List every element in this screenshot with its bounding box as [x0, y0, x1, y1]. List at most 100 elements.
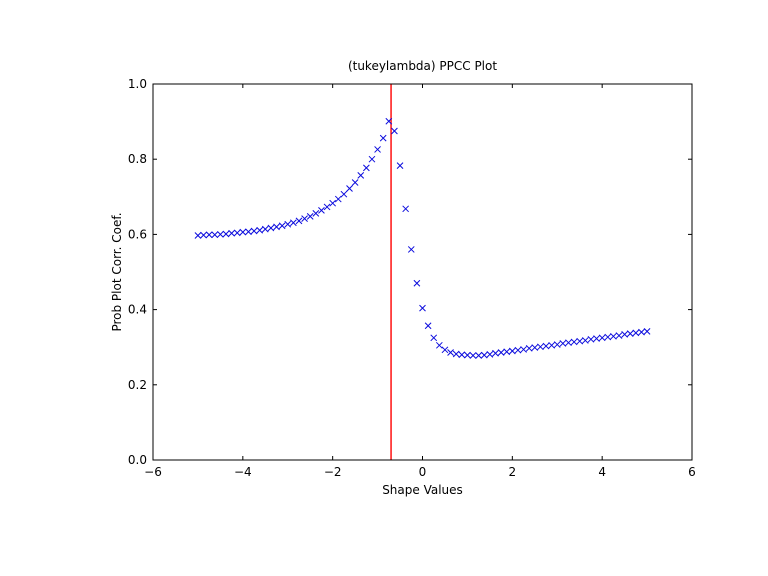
data-marker [363, 164, 370, 172]
data-marker [632, 329, 640, 337]
data-marker [334, 195, 342, 203]
data-marker [553, 341, 561, 348]
data-marker [357, 172, 365, 179]
x-tick-label: 6 [688, 465, 696, 479]
data-marker [267, 224, 275, 232]
data-marker [604, 333, 612, 341]
data-marker [323, 203, 331, 211]
data-marker [245, 228, 252, 236]
chart-title: (tukeylambda) PPCC Plot [347, 59, 498, 73]
y-tick-label: 0.6 [128, 227, 147, 241]
data-marker [306, 212, 314, 220]
data-marker [402, 205, 410, 213]
data-marker [228, 229, 235, 237]
y-tick-label: 1.0 [128, 77, 147, 91]
data-marker [464, 351, 471, 359]
x-tick-label: 0 [419, 465, 427, 479]
data-marker [217, 231, 224, 238]
data-marker [329, 199, 337, 207]
data-marker [581, 337, 589, 344]
data-marker [570, 338, 578, 346]
x-axis-label: Shape Values [382, 483, 463, 497]
data-marker [435, 341, 443, 349]
y-tick-label: 0.0 [128, 453, 147, 467]
data-marker [480, 351, 488, 359]
data-marker [194, 232, 202, 239]
data-marker [407, 246, 415, 253]
data-marker [610, 332, 617, 340]
data-marker [447, 349, 454, 356]
data-marker [200, 231, 207, 239]
data-marker [531, 344, 539, 351]
data-marker [565, 339, 572, 347]
data-marker [256, 226, 264, 234]
data-marker [379, 134, 387, 142]
data-marker [290, 219, 297, 227]
data-marker [520, 346, 527, 353]
data-marker [615, 332, 623, 339]
data-marker [250, 227, 258, 235]
data-marker [593, 335, 600, 342]
axes-frame [152, 83, 693, 461]
data-marker [205, 231, 213, 239]
x-tick-label: −4 [234, 465, 252, 479]
data-marker [211, 231, 219, 239]
data-marker [576, 337, 584, 345]
data-marker [475, 352, 482, 359]
data-marker [318, 206, 325, 214]
data-marker [261, 225, 269, 233]
data-marker [621, 331, 628, 338]
data-marker [391, 127, 398, 135]
data-marker [424, 322, 432, 330]
data-marker [396, 162, 404, 169]
data-marker [441, 346, 449, 354]
data-marker [419, 304, 426, 312]
y-axis-label-text: Prob Plot Corr. Coef. [110, 212, 124, 332]
data-marker [346, 185, 353, 192]
data-marker [413, 279, 421, 287]
data-marker [368, 155, 376, 163]
data-marker [492, 349, 499, 357]
data-marker [638, 328, 645, 336]
data-marker [643, 328, 651, 335]
x-tick-label: 4 [598, 465, 606, 479]
data-marker [559, 340, 567, 347]
data-marker [430, 334, 438, 342]
data-marker [301, 215, 308, 222]
data-marker [497, 349, 505, 356]
data-marker [508, 347, 516, 355]
data-marker [458, 351, 466, 359]
data-marker [469, 352, 477, 359]
data-marker [486, 350, 494, 358]
data-marker [340, 190, 348, 198]
data-marker [587, 335, 595, 343]
data-marker [351, 179, 359, 186]
data-marker [503, 348, 511, 356]
data-marker [273, 223, 280, 231]
data-marker [222, 230, 230, 238]
x-tick-label: −6 [144, 465, 162, 479]
data-marker [548, 341, 555, 349]
x-tick-label: 2 [509, 465, 517, 479]
y-tick-label: 0.8 [128, 152, 147, 166]
data-marker [233, 229, 241, 237]
y-tick-label: 0.2 [128, 378, 147, 392]
data-marker [598, 334, 606, 342]
data-marker [537, 343, 544, 351]
data-marker [312, 209, 320, 217]
data-marker [239, 228, 247, 236]
data-marker [385, 117, 393, 125]
data-marker [525, 344, 533, 352]
data-marker [626, 330, 634, 338]
data-marker [514, 346, 522, 354]
x-tick-label: −2 [324, 465, 342, 479]
data-marker [542, 342, 550, 350]
data-marker [278, 222, 286, 230]
data-marker [374, 146, 381, 153]
y-tick-label: 0.4 [128, 303, 147, 317]
data-marker [284, 220, 292, 228]
data-marker [452, 350, 460, 358]
data-marker [295, 217, 303, 225]
